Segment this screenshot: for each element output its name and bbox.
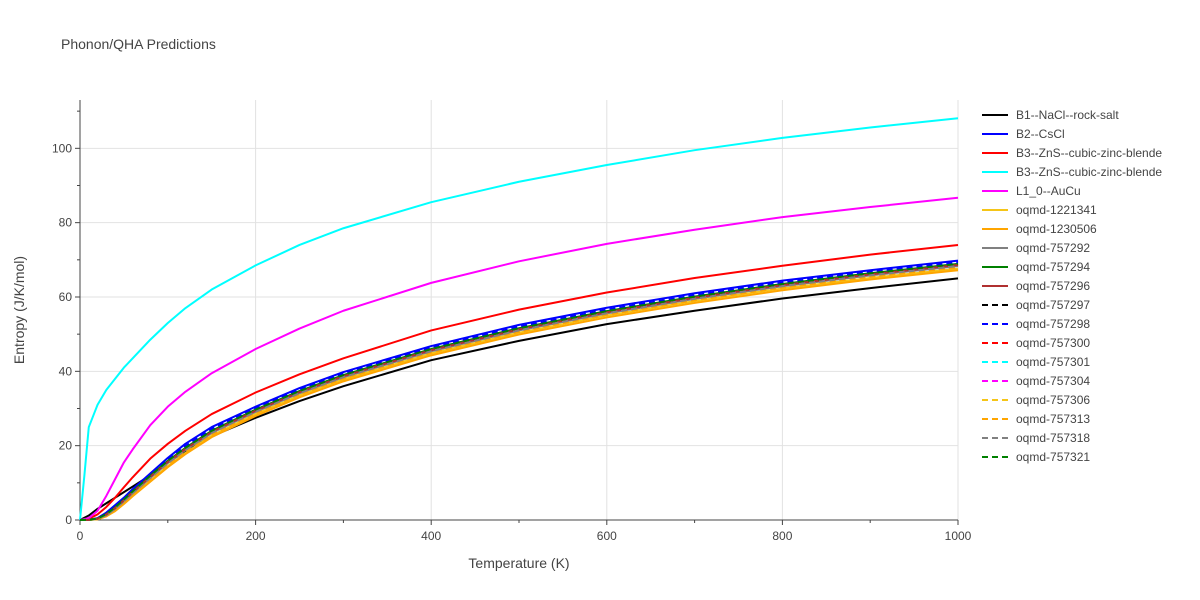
legend-item[interactable]: oqmd-757294: [982, 260, 1090, 274]
x-tick-label: 600: [597, 529, 617, 543]
legend-label: L1_0--AuCu: [1016, 184, 1081, 198]
legend-label: oqmd-757301: [1016, 355, 1090, 369]
legend-label: oqmd-757321: [1016, 450, 1090, 464]
y-tick-label: 100: [52, 141, 72, 155]
y-tick-label: 80: [59, 216, 73, 230]
series-line-0: [79, 277, 959, 521]
legend-label: B3--ZnS--cubic-zinc-blende: [1016, 146, 1162, 160]
legend-item[interactable]: oqmd-757300: [982, 336, 1090, 350]
x-axis-title: Temperature (K): [468, 555, 569, 571]
legend-label: oqmd-757313: [1016, 412, 1090, 426]
y-tick-label: 40: [59, 364, 73, 378]
series-line-1: [79, 259, 959, 521]
y-tick-label: 0: [65, 513, 72, 527]
legend-item[interactable]: oqmd-1221341: [982, 203, 1097, 217]
legend-label: oqmd-757296: [1016, 279, 1090, 293]
x-tick-label: 400: [421, 529, 441, 543]
series-line-9: [79, 264, 959, 521]
legend-label: oqmd-757298: [1016, 317, 1090, 331]
legend-item[interactable]: oqmd-757318: [982, 431, 1090, 445]
legend-label: B1--NaCl--rock-salt: [1016, 108, 1119, 122]
series-line-2: [79, 243, 959, 521]
x-tick-label: 800: [772, 529, 792, 543]
series-line-14: [79, 265, 959, 521]
x-tick-label: 200: [246, 529, 266, 543]
y-axis-title: Entropy (J/K/mol): [11, 256, 27, 364]
chart-title: Phonon/QHA Predictions: [61, 36, 216, 52]
legend-item[interactable]: B2--CsCl: [982, 127, 1065, 141]
series-layer: [79, 117, 959, 521]
series-line-17: [79, 265, 959, 521]
legend-label: oqmd-757292: [1016, 241, 1090, 255]
legend-item[interactable]: oqmd-757297: [982, 298, 1090, 312]
series-line-12: [79, 264, 959, 521]
series-line-3: [79, 117, 959, 521]
legend-label: oqmd-757306: [1016, 393, 1090, 407]
axis-layer: 0 200 400 600 800 1000 0 20 40 60 80 100: [52, 100, 972, 543]
series-line-11: [79, 261, 959, 521]
legend-item[interactable]: B1--NaCl--rock-salt: [982, 108, 1119, 122]
legend-item[interactable]: oqmd-757301: [982, 355, 1090, 369]
series-line-8: [79, 262, 959, 521]
series-line-13: [79, 265, 959, 521]
legend-item[interactable]: oqmd-757306: [982, 393, 1090, 407]
legend-item[interactable]: L1_0--AuCu: [982, 184, 1081, 198]
legend-label: oqmd-1221341: [1016, 203, 1097, 217]
series-line-6: [79, 269, 959, 521]
legend-item[interactable]: oqmd-757296: [982, 279, 1090, 293]
legend-item[interactable]: B3--ZnS--cubic-zinc-blende: [982, 146, 1162, 160]
legend-item[interactable]: oqmd-757292: [982, 241, 1090, 255]
y-tick-label: 20: [59, 439, 73, 453]
legend-item[interactable]: oqmd-757321: [982, 450, 1090, 464]
legend-label: oqmd-757318: [1016, 431, 1090, 445]
series-line-18: [79, 262, 959, 521]
series-line-15: [79, 266, 959, 521]
grid-layer: [80, 100, 959, 520]
y-tick-label: 60: [59, 290, 73, 304]
legend-label: oqmd-757300: [1016, 336, 1090, 350]
x-tick-label: 1000: [945, 529, 972, 543]
series-line-10: [79, 265, 959, 521]
legend-label: oqmd-757297: [1016, 298, 1090, 312]
legend-item[interactable]: B3--ZnS--cubic-zinc-blende: [982, 165, 1162, 179]
x-tick-label: 0: [77, 529, 84, 543]
legend-label: oqmd-1230506: [1016, 222, 1097, 236]
legend-item[interactable]: oqmd-757298: [982, 317, 1090, 331]
legend-item[interactable]: oqmd-757313: [982, 412, 1090, 426]
legend-label: B3--ZnS--cubic-zinc-blende: [1016, 165, 1162, 179]
legend-label: oqmd-757304: [1016, 374, 1090, 388]
legend-item[interactable]: oqmd-757304: [982, 374, 1090, 388]
series-line-4: [79, 196, 959, 521]
series-line-16: [79, 266, 959, 521]
series-line-5: [79, 267, 959, 521]
legend-label: B2--CsCl: [1016, 127, 1065, 141]
legend-item[interactable]: oqmd-1230506: [982, 222, 1097, 236]
legend[interactable]: B1--NaCl--rock-salt B2--CsCl B3--ZnS--cubi…: [982, 108, 1162, 464]
legend-label: oqmd-757294: [1016, 260, 1090, 274]
series-line-7: [79, 265, 959, 521]
